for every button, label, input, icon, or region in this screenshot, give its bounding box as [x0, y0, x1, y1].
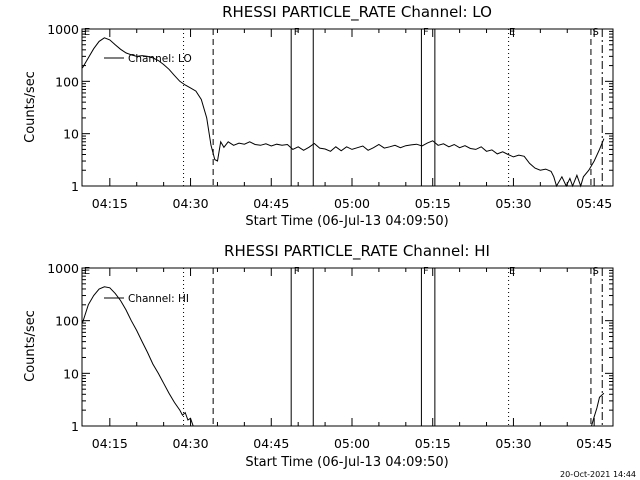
x-tick-label: 04:15 [92, 436, 128, 451]
flag-marker: E [509, 27, 515, 38]
flag-marker: S [592, 27, 598, 38]
plot-frame [81, 28, 614, 187]
x-axis-label: Start Time (06-Jul-13 04:09:50) [245, 455, 448, 470]
flag-marker: E [84, 27, 90, 38]
x-tick-label: 05:15 [415, 436, 451, 451]
chart-legend: Channel: LO [104, 53, 192, 65]
y-tick-label: 10 [63, 366, 79, 381]
chart-panel-lo: RHESSI PARTICLE_RATE Channel: LO 1101001… [23, 3, 614, 229]
series-line [591, 392, 605, 427]
footer-timestamp: 20-Oct-2021 14:44 [560, 470, 636, 479]
x-tick-label: 05:45 [576, 436, 612, 451]
flag-marker: F [294, 27, 300, 38]
flag-marker: E [84, 266, 90, 277]
flag-marker: F [294, 266, 300, 277]
x-tick-label: 04:15 [92, 196, 128, 211]
y-tick-label: 1000 [47, 261, 79, 276]
x-axis-label: Start Time (06-Jul-13 04:09:50) [245, 214, 448, 229]
x-tick-label: 04:45 [253, 436, 289, 451]
y-axis-label: Counts/sec [23, 310, 38, 382]
flag-marker: F [423, 266, 429, 277]
x-tick-label: 05:30 [495, 196, 531, 211]
x-tick-label: 05:45 [576, 196, 612, 211]
y-tick-label: 1 [71, 179, 79, 194]
x-tick-label: 04:45 [253, 196, 289, 211]
chart-legend: Channel: HI [104, 293, 189, 305]
flag-marker: F [423, 27, 429, 38]
x-tick-label: 05:00 [334, 436, 370, 451]
chart-panel-hi: RHESSI PARTICLE_RATE Channel: HI 1101001… [23, 242, 614, 470]
chart-title: RHESSI PARTICLE_RATE Channel: HI [224, 242, 490, 261]
y-tick-label: 1 [71, 419, 79, 434]
chart-marks: 1 10 100 1000 04:15 04:30 04:45 05:00 05:15 05:30… [47, 22, 614, 211]
chart-marks: 1 10 100 1000 04:15 04:30 04:45 05:00 05:15 05:30… [47, 261, 614, 451]
y-tick-label: 100 [55, 74, 79, 89]
x-tick-label: 05:00 [334, 196, 370, 211]
x-tick-label: 04:30 [173, 196, 209, 211]
x-tick-label: 05:15 [415, 196, 451, 211]
chart-title: RHESSI PARTICLE_RATE Channel: LO [222, 3, 492, 22]
series-line [81, 37, 605, 188]
series-line [81, 286, 194, 427]
x-tick-label: 05:30 [495, 436, 531, 451]
y-tick-label: 100 [55, 314, 79, 329]
y-tick-label: 1000 [47, 22, 79, 37]
y-axis-label: Counts/sec [23, 71, 38, 143]
flag-marker: S [592, 266, 598, 277]
plot-frame [81, 267, 614, 427]
legend-label: Channel: HI [128, 293, 189, 305]
legend-label: Channel: LO [128, 53, 192, 65]
flag-marker: E [509, 266, 515, 277]
y-tick-label: 10 [63, 127, 79, 142]
x-tick-label: 04:30 [173, 436, 209, 451]
